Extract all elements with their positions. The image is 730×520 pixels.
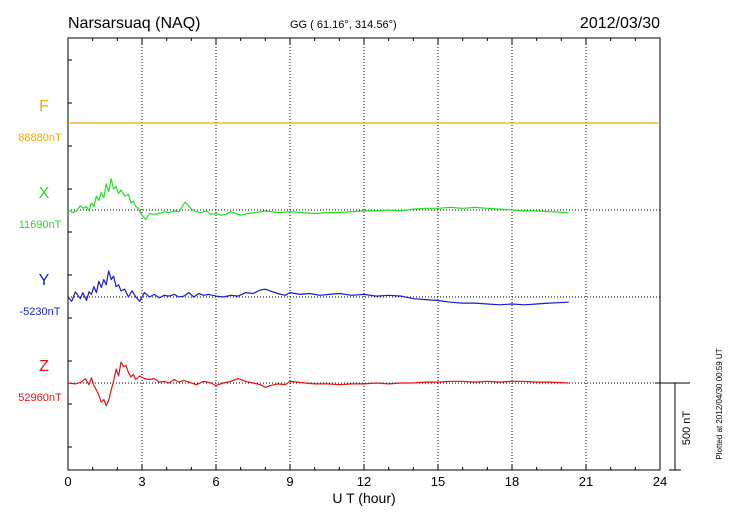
x-tick-label: 21: [579, 474, 593, 489]
scale-bar-label: 500 nT: [681, 411, 693, 446]
series-baseline-y: -5230nT: [20, 306, 61, 318]
x-tick-label: 24: [653, 474, 667, 489]
station-title: Narsarsuaq (NAQ): [68, 15, 200, 32]
series-labels: F 88880nT X 11690nT Y -5230nT Z 52960nT: [18, 98, 62, 404]
series-line-y: [67, 270, 569, 306]
scale-bar: 500 nT: [655, 382, 693, 471]
x-tick-label: 0: [64, 474, 71, 489]
x-tick-label: 15: [431, 474, 445, 489]
x-tick-label: 9: [286, 474, 293, 489]
x-tick-label: 3: [138, 474, 145, 489]
series-lines: [67, 122, 660, 407]
x-axis-ticks: 0 3 6 9 12 15 18 21 24: [64, 38, 667, 489]
x-tick-label: 18: [505, 474, 519, 489]
plotted-at-note: Plotted at 2012/04/30 00:59 UT: [715, 348, 724, 459]
grid: [68, 38, 660, 470]
chart-date: 2012/03/30: [580, 15, 660, 32]
series-baseline-f: 88880nT: [18, 132, 62, 144]
station-coordinates: GG ( 61.16°, 314.56°): [290, 19, 397, 31]
series-name-f: F: [39, 98, 49, 115]
series-name-y: Y: [39, 272, 50, 289]
series-name-x: X: [39, 185, 50, 202]
x-axis-label: U T (hour): [332, 490, 395, 506]
series-baseline-z: 52960nT: [18, 392, 62, 404]
x-tick-label: 12: [357, 474, 371, 489]
series-baseline-x: 11690nT: [19, 219, 62, 231]
series-line-x: [67, 178, 569, 221]
series-name-z: Z: [39, 358, 49, 375]
x-tick-label: 6: [212, 474, 219, 489]
series-line-z: [67, 361, 569, 407]
